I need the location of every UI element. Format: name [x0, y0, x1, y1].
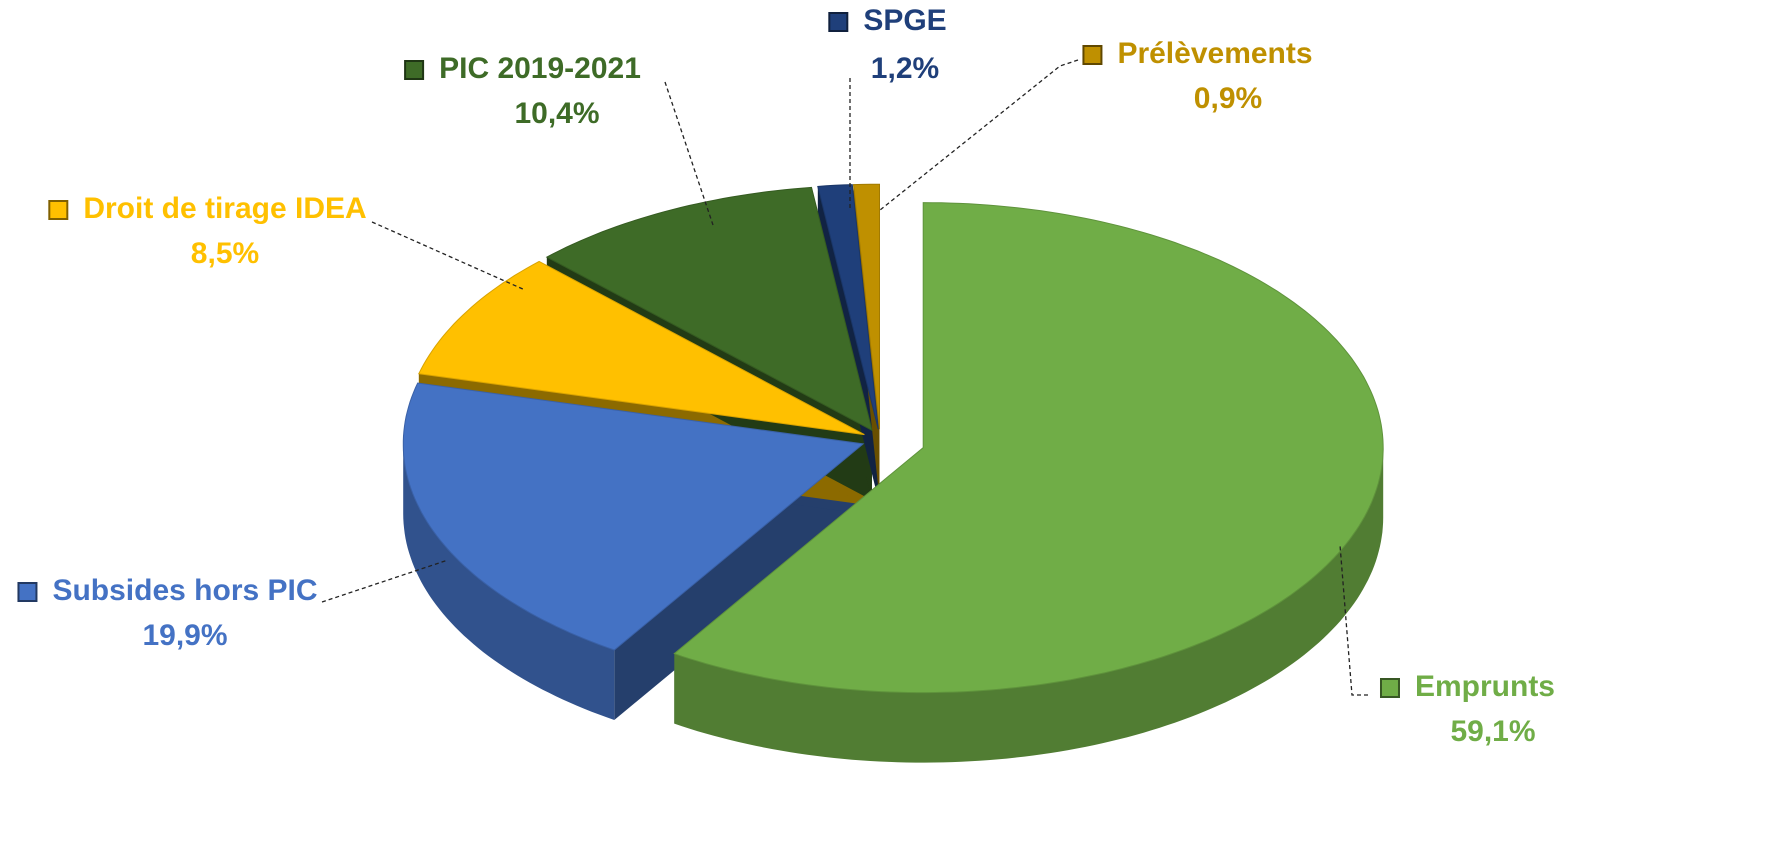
legend-marker — [404, 60, 425, 80]
value-label: 1,2% — [871, 52, 939, 85]
category-label: Subsides hors PIC — [52, 574, 317, 607]
category-label: SPGE — [863, 4, 946, 37]
legend-marker — [48, 200, 69, 220]
leader-line — [371, 221, 526, 291]
slice — [817, 184, 879, 430]
legend-marker — [17, 582, 38, 602]
slice-wall — [403, 443, 615, 720]
legend-marker — [1379, 678, 1400, 698]
slice — [402, 382, 865, 651]
legend-marker — [1082, 45, 1103, 65]
leader-line — [664, 81, 714, 226]
slice-wall — [674, 447, 1384, 763]
category-label: Prélèvements — [1117, 37, 1312, 70]
category-label: PIC 2019-2021 — [439, 52, 641, 85]
legend-marker — [828, 12, 849, 32]
leader-line — [321, 559, 449, 603]
slice — [852, 183, 880, 430]
value-label: 19,9% — [142, 619, 227, 652]
value-label: 10,4% — [514, 97, 599, 130]
slice — [418, 260, 865, 436]
value-label: 8,5% — [191, 237, 259, 270]
slice — [545, 186, 873, 432]
value-label: 0,9% — [1194, 82, 1262, 115]
category-label: Droit de tirage IDEA — [83, 192, 366, 225]
slice-cut-face — [614, 443, 864, 720]
value-label: 59,1% — [1450, 715, 1535, 748]
category-label: Emprunts — [1415, 670, 1555, 703]
leader-line — [1339, 544, 1368, 696]
slice — [673, 202, 1384, 694]
